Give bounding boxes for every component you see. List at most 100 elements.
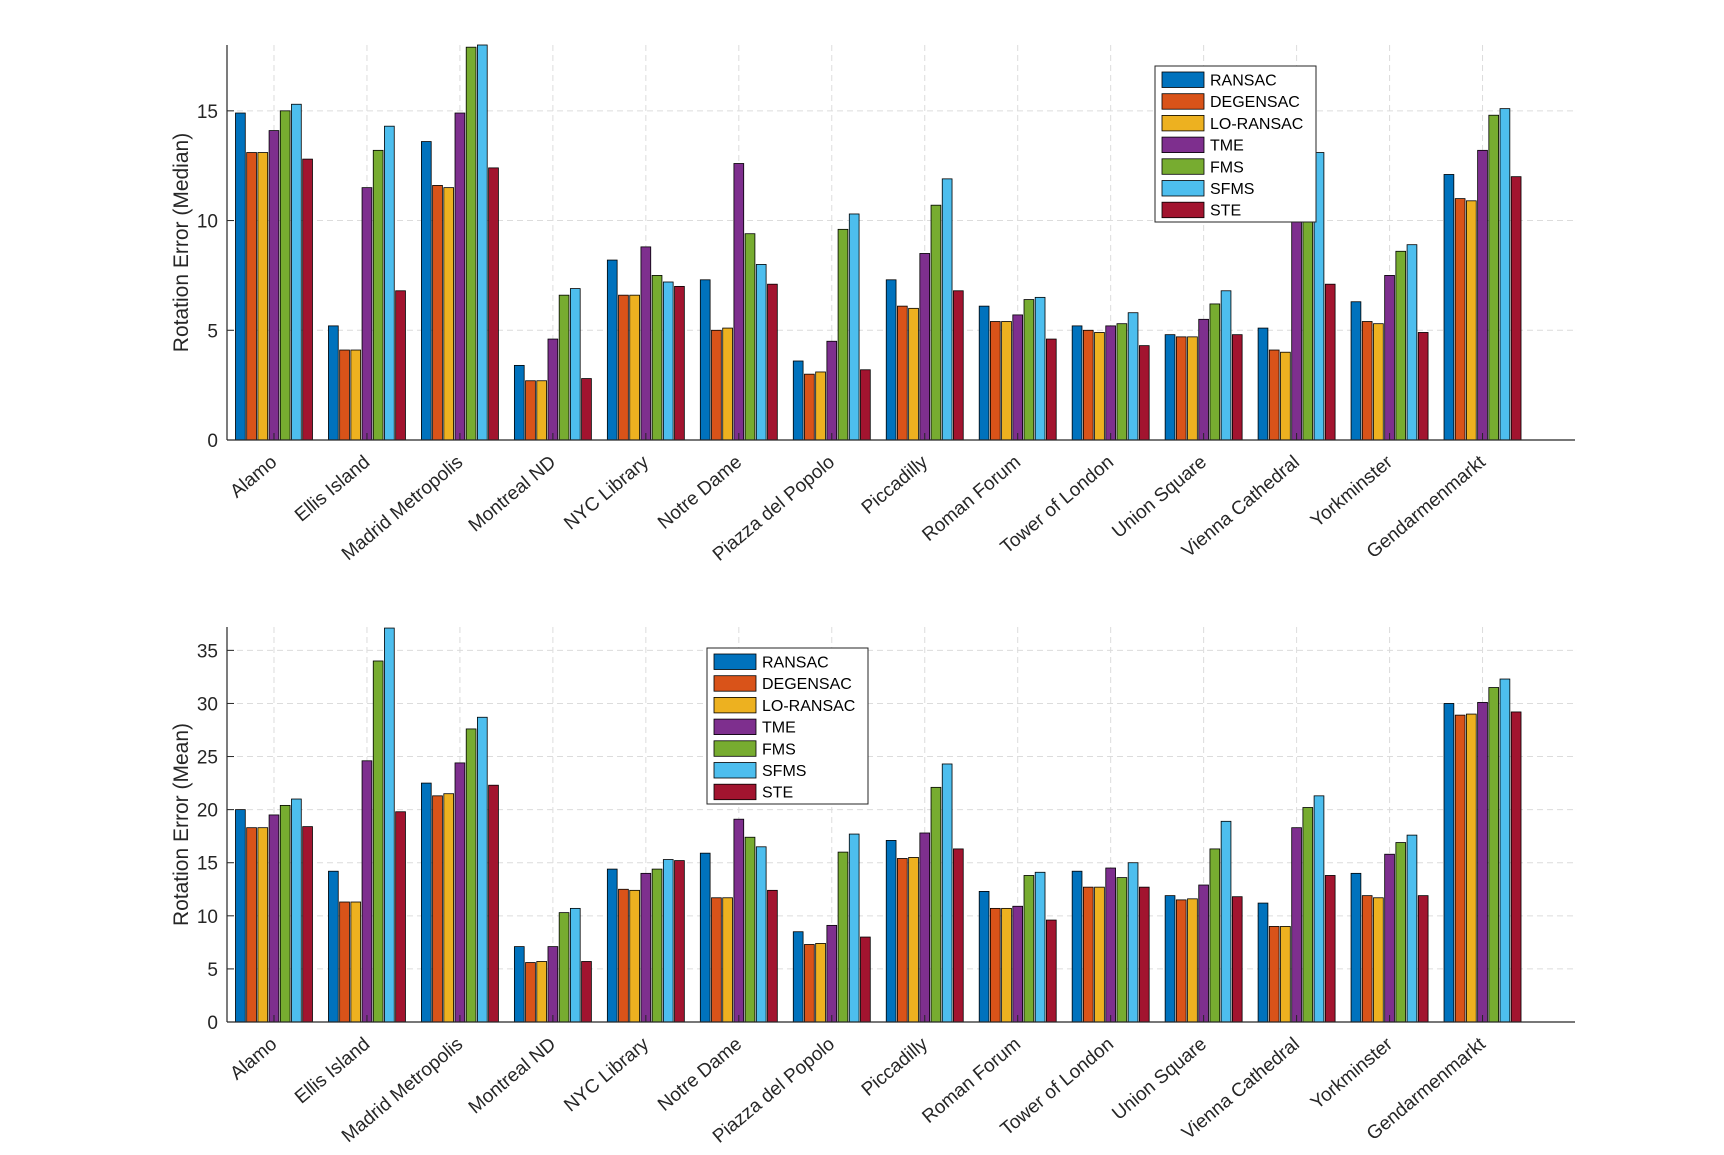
bar-sfms-union-square bbox=[1220, 820, 1232, 1023]
bar-ste-piazza-del-popolo bbox=[860, 936, 871, 1023]
bar-lo-ransac-yorkminster bbox=[1373, 323, 1384, 441]
bar-lo-ransac-ellis-island bbox=[350, 349, 362, 441]
bar-degensac-alamo bbox=[246, 152, 257, 441]
bar-fms-gendarmenmarkt bbox=[1488, 114, 1500, 441]
x-tick-label-ellis-island: Ellis Island bbox=[291, 1034, 374, 1108]
bar-fms-tower-of-london bbox=[1116, 877, 1128, 1023]
bar-degensac-roman-forum bbox=[990, 907, 1001, 1023]
bar-ransac-ellis-island bbox=[328, 870, 339, 1023]
bar-fms-yorkminster bbox=[1395, 842, 1407, 1023]
bar-fms-notre-dame bbox=[744, 233, 756, 441]
legend-label-ransac: RANSAC bbox=[762, 655, 829, 672]
x-tick-label-montreal-nd: Montreal ND bbox=[465, 452, 560, 537]
bar-ransac-madrid-metropolis bbox=[421, 782, 432, 1023]
legend-swatch-ransac bbox=[1161, 71, 1205, 88]
bar-degensac-yorkminster bbox=[1361, 321, 1373, 441]
bar-lo-ransac-notre-dame bbox=[722, 327, 733, 441]
bar-ransac-vienna-cathedral bbox=[1257, 327, 1269, 441]
bar-degensac-ellis-island bbox=[339, 901, 350, 1023]
bar-ste-alamo bbox=[302, 158, 313, 441]
bar-ransac-montreal-nd bbox=[513, 364, 525, 441]
bar-ransac-piccadilly bbox=[885, 279, 897, 441]
x-tick-label-alamo: Alamo bbox=[226, 1034, 281, 1085]
bar-tme-tower-of-london bbox=[1105, 867, 1116, 1023]
y-tick-label: 5 bbox=[207, 321, 218, 342]
bar-degensac-union-square bbox=[1175, 899, 1187, 1023]
bar-degensac-madrid-metropolis bbox=[432, 795, 443, 1023]
bar-tme-piccadilly bbox=[919, 832, 931, 1023]
legend-swatch-fms bbox=[713, 740, 757, 757]
bar-sfms-tower-of-london bbox=[1127, 862, 1139, 1023]
bar-sfms-notre-dame bbox=[755, 846, 767, 1023]
bar-fms-ellis-island bbox=[372, 149, 384, 441]
legend: RANSAC DEGENSAC LO-RANSAC TME FMS SFMS STE bbox=[1154, 65, 1317, 223]
bar-lo-ransac-piccadilly bbox=[908, 307, 919, 441]
y-tick-label: 25 bbox=[197, 748, 218, 769]
bar-tme-piccadilly bbox=[919, 253, 931, 441]
bar-lo-ransac-union-square bbox=[1187, 898, 1198, 1023]
bar-ransac-yorkminster bbox=[1350, 872, 1362, 1023]
legend-label-fms: FMS bbox=[762, 741, 796, 758]
bar-lo-ransac-tower-of-london bbox=[1094, 332, 1105, 441]
bar-tme-notre-dame bbox=[733, 818, 745, 1023]
bar-degensac-piccadilly bbox=[897, 858, 908, 1023]
y-tick-label: 5 bbox=[207, 960, 218, 981]
bar-tme-vienna-cathedral bbox=[1291, 827, 1302, 1023]
bar-fms-nyc-library bbox=[651, 275, 663, 441]
bar-ransac-montreal-nd bbox=[513, 946, 525, 1023]
y-axis-label: Rotation Error (Median) bbox=[170, 133, 193, 352]
bar-degensac-tower-of-london bbox=[1082, 329, 1094, 441]
x-tick-label-union-square: Union Square bbox=[1108, 1034, 1211, 1125]
bar-fms-roman-forum bbox=[1023, 299, 1035, 441]
bar-fms-montreal-nd bbox=[558, 912, 570, 1023]
bar-tme-ellis-island bbox=[361, 187, 373, 441]
bar-ransac-union-square bbox=[1164, 895, 1176, 1023]
bar-lo-ransac-tower-of-london bbox=[1094, 886, 1105, 1023]
legend-label-fms: FMS bbox=[1210, 159, 1244, 176]
legend: RANSAC DEGENSAC LO-RANSAC TME FMS SFMS STE bbox=[706, 647, 869, 805]
y-tick-label: 0 bbox=[207, 431, 218, 452]
bar-degensac-alamo bbox=[246, 827, 257, 1023]
y-tick-label: 35 bbox=[197, 641, 218, 662]
bar-ste-montreal-nd bbox=[581, 378, 592, 441]
bar-ransac-piazza-del-popolo bbox=[792, 931, 804, 1023]
bar-lo-ransac-alamo bbox=[257, 827, 269, 1023]
bar-sfms-ellis-island bbox=[384, 627, 395, 1023]
bar-sfms-piccadilly bbox=[941, 178, 953, 441]
bar-degensac-notre-dame bbox=[711, 329, 722, 441]
bar-ste-piccadilly bbox=[953, 290, 964, 441]
x-tick-label-piccadilly: Piccadilly bbox=[858, 1033, 933, 1100]
bar-tme-notre-dame bbox=[733, 163, 745, 441]
legend-swatch-ste bbox=[713, 783, 757, 801]
bar-fms-madrid-metropolis bbox=[465, 728, 477, 1023]
y-tick-labels: 0 5 10 15 bbox=[197, 102, 234, 452]
bar-ste-gendarmenmarkt bbox=[1510, 176, 1522, 441]
bar-lo-ransac-roman-forum bbox=[1001, 321, 1012, 441]
bar-tme-union-square bbox=[1198, 318, 1209, 441]
bar-sfms-roman-forum bbox=[1034, 871, 1046, 1023]
legend-swatch-sfms bbox=[713, 762, 757, 779]
bar-fms-notre-dame bbox=[744, 836, 756, 1023]
bar-ransac-yorkminster bbox=[1350, 301, 1362, 441]
bar-ste-gendarmenmarkt bbox=[1510, 711, 1522, 1023]
bar-tme-union-square bbox=[1198, 884, 1209, 1023]
legend-label-degensac: DEGENSAC bbox=[1210, 94, 1300, 111]
bar-sfms-montreal-nd bbox=[569, 288, 581, 441]
bar-degensac-piccadilly bbox=[897, 305, 908, 441]
bar-fms-gendarmenmarkt bbox=[1488, 687, 1500, 1023]
bar-ransac-piazza-del-popolo bbox=[792, 360, 804, 441]
bar-lo-ransac-nyc-library bbox=[629, 294, 640, 441]
bar-ste-piazza-del-popolo bbox=[860, 369, 871, 441]
bar-fms-vienna-cathedral bbox=[1302, 807, 1314, 1023]
x-tick-label-union-square: Union Square bbox=[1108, 452, 1211, 543]
bar-tme-tower-of-london bbox=[1105, 325, 1116, 441]
bar-tme-gendarmenmarkt bbox=[1477, 149, 1488, 441]
bar-tme-ellis-island bbox=[361, 760, 373, 1023]
bar-lo-ransac-yorkminster bbox=[1373, 897, 1384, 1023]
bar-degensac-tower-of-london bbox=[1082, 886, 1094, 1023]
legend-swatch-tme bbox=[713, 718, 757, 735]
bar-lo-ransac-montreal-nd bbox=[536, 380, 547, 441]
bar-lo-ransac-madrid-metropolis bbox=[443, 187, 455, 441]
